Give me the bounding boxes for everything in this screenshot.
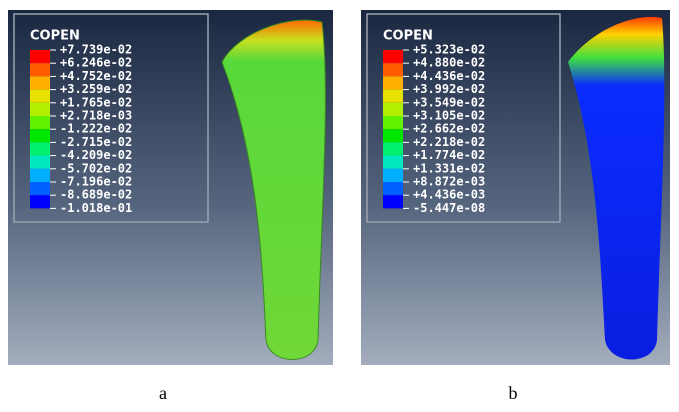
legend-swatch: [30, 182, 50, 195]
legend-swatch: [30, 103, 50, 116]
legend-label: +4.752e-02: [60, 69, 132, 83]
legend-label: +1.331e-02: [413, 161, 485, 175]
legend-swatch: [383, 169, 403, 182]
legend-label: +4.436e-02: [413, 69, 485, 83]
legend-swatch: [30, 129, 50, 142]
legend-label: -5.447e-08: [413, 201, 485, 215]
legend-swatch: [30, 116, 50, 129]
legend-label: -4.209e-02: [60, 148, 132, 162]
legend-label: -1.222e-02: [60, 122, 132, 136]
legend-label: +2.218e-02: [413, 135, 485, 149]
legend-swatch: [30, 142, 50, 155]
legend-swatch: [383, 63, 403, 76]
legend-label: -2.715e-02: [60, 135, 132, 149]
legend-swatch: [30, 90, 50, 103]
legend-swatch: [383, 103, 403, 116]
legend-swatch: [383, 156, 403, 169]
legend-label: +1.765e-02: [60, 95, 132, 109]
legend-label: +4.880e-02: [413, 56, 485, 70]
legend-swatch: [30, 156, 50, 169]
legend-label: +1.774e-02: [413, 148, 485, 162]
legend-swatch: [383, 129, 403, 142]
figure: COPEN+7.739e-02+6.246e-02+4.752e-02+3.25…: [0, 0, 679, 408]
legend-title: COPEN: [30, 29, 80, 44]
legend-swatch: [30, 76, 50, 89]
legend-label: +8.872e-03: [413, 175, 485, 189]
legend-swatch: [30, 169, 50, 182]
legend-swatch: [383, 76, 403, 89]
legend-label: +3.549e-02: [413, 95, 485, 109]
legend-label: +5.323e-02: [413, 43, 485, 57]
legend-swatch: [30, 50, 50, 63]
legend-label: +4.436e-03: [413, 188, 485, 202]
legend-label: +2.718e-03: [60, 109, 132, 123]
legend-label: +3.992e-02: [413, 82, 485, 96]
legend-label: -7.196e-02: [60, 175, 132, 189]
legend-label: +3.105e-02: [413, 109, 485, 123]
legend-swatch: [30, 195, 50, 208]
legend-swatch: [383, 182, 403, 195]
legend-label: -1.018e-01: [60, 201, 132, 215]
legend-label: -5.702e-02: [60, 161, 132, 175]
caption: b: [509, 383, 518, 403]
legend-swatch: [383, 142, 403, 155]
legend-swatch: [383, 90, 403, 103]
legend-title: COPEN: [383, 29, 433, 44]
legend-label: +3.259e-02: [60, 82, 132, 96]
caption: a: [159, 383, 167, 403]
legend-swatch: [383, 116, 403, 129]
legend-label: +6.246e-02: [60, 56, 132, 70]
legend-label: +7.739e-02: [60, 43, 132, 57]
legend-label: -8.689e-02: [60, 188, 132, 202]
legend-swatch: [383, 50, 403, 63]
legend-swatch: [30, 63, 50, 76]
legend-swatch: [383, 195, 403, 208]
legend-label: +2.662e-02: [413, 122, 485, 136]
